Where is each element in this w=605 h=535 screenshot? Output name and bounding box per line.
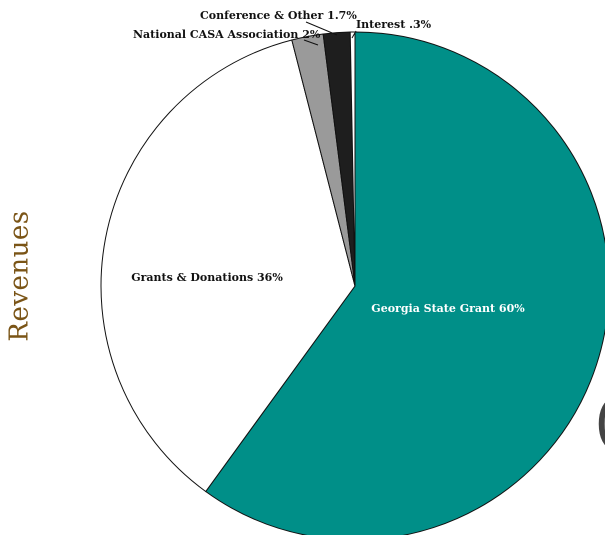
slice-label: Interest .3% (356, 18, 432, 31)
slice-label: Grants & Donations 36% (131, 271, 283, 284)
leader-line (351, 30, 357, 39)
pie-slice (205, 31, 605, 535)
slice-label: National CASA Association 2% (133, 28, 321, 41)
slice-label: Georgia State Grant 60% (371, 302, 525, 315)
leader-line (305, 21, 338, 36)
pie-slice (100, 39, 356, 493)
clipped-glyph: ( (594, 392, 605, 452)
leader-line (303, 39, 319, 46)
slice-label: Conference & Other 1.7% (200, 9, 357, 22)
